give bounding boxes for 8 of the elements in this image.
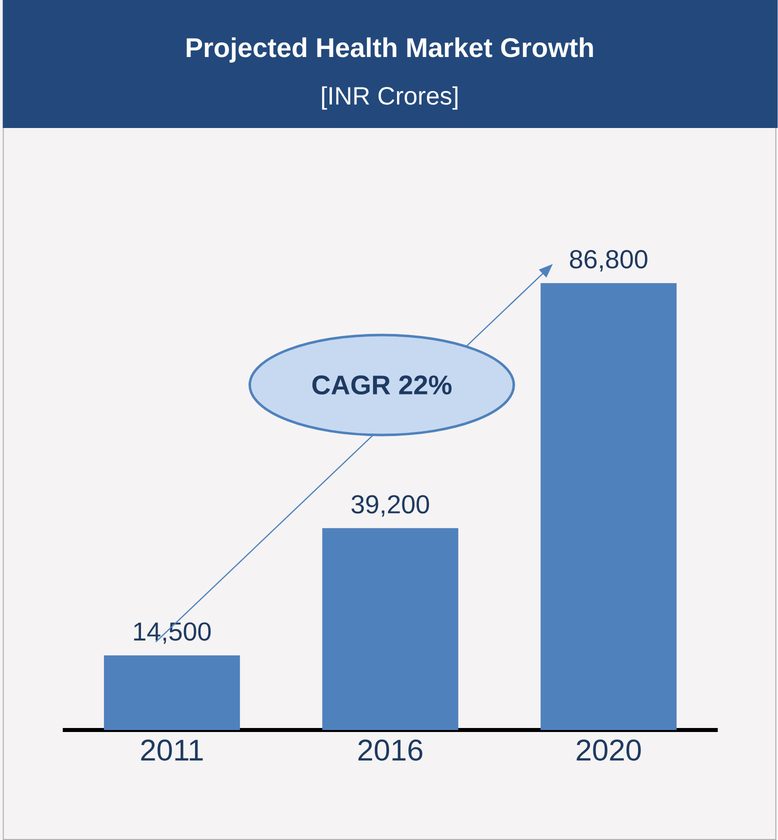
data-label: 86,800: [570, 250, 648, 272]
x-tick-label: 2016: [358, 740, 422, 761]
x-tick-label: 2011: [141, 740, 203, 761]
chart-subtitle: [INR Crores]: [322, 86, 458, 110]
data-label: 39,200: [352, 495, 430, 517]
chart-title: Projected Health Market Growth: [186, 37, 593, 63]
annotation: CAGR 22%: [312, 375, 452, 395]
x-tick-label: 2020: [576, 740, 641, 761]
